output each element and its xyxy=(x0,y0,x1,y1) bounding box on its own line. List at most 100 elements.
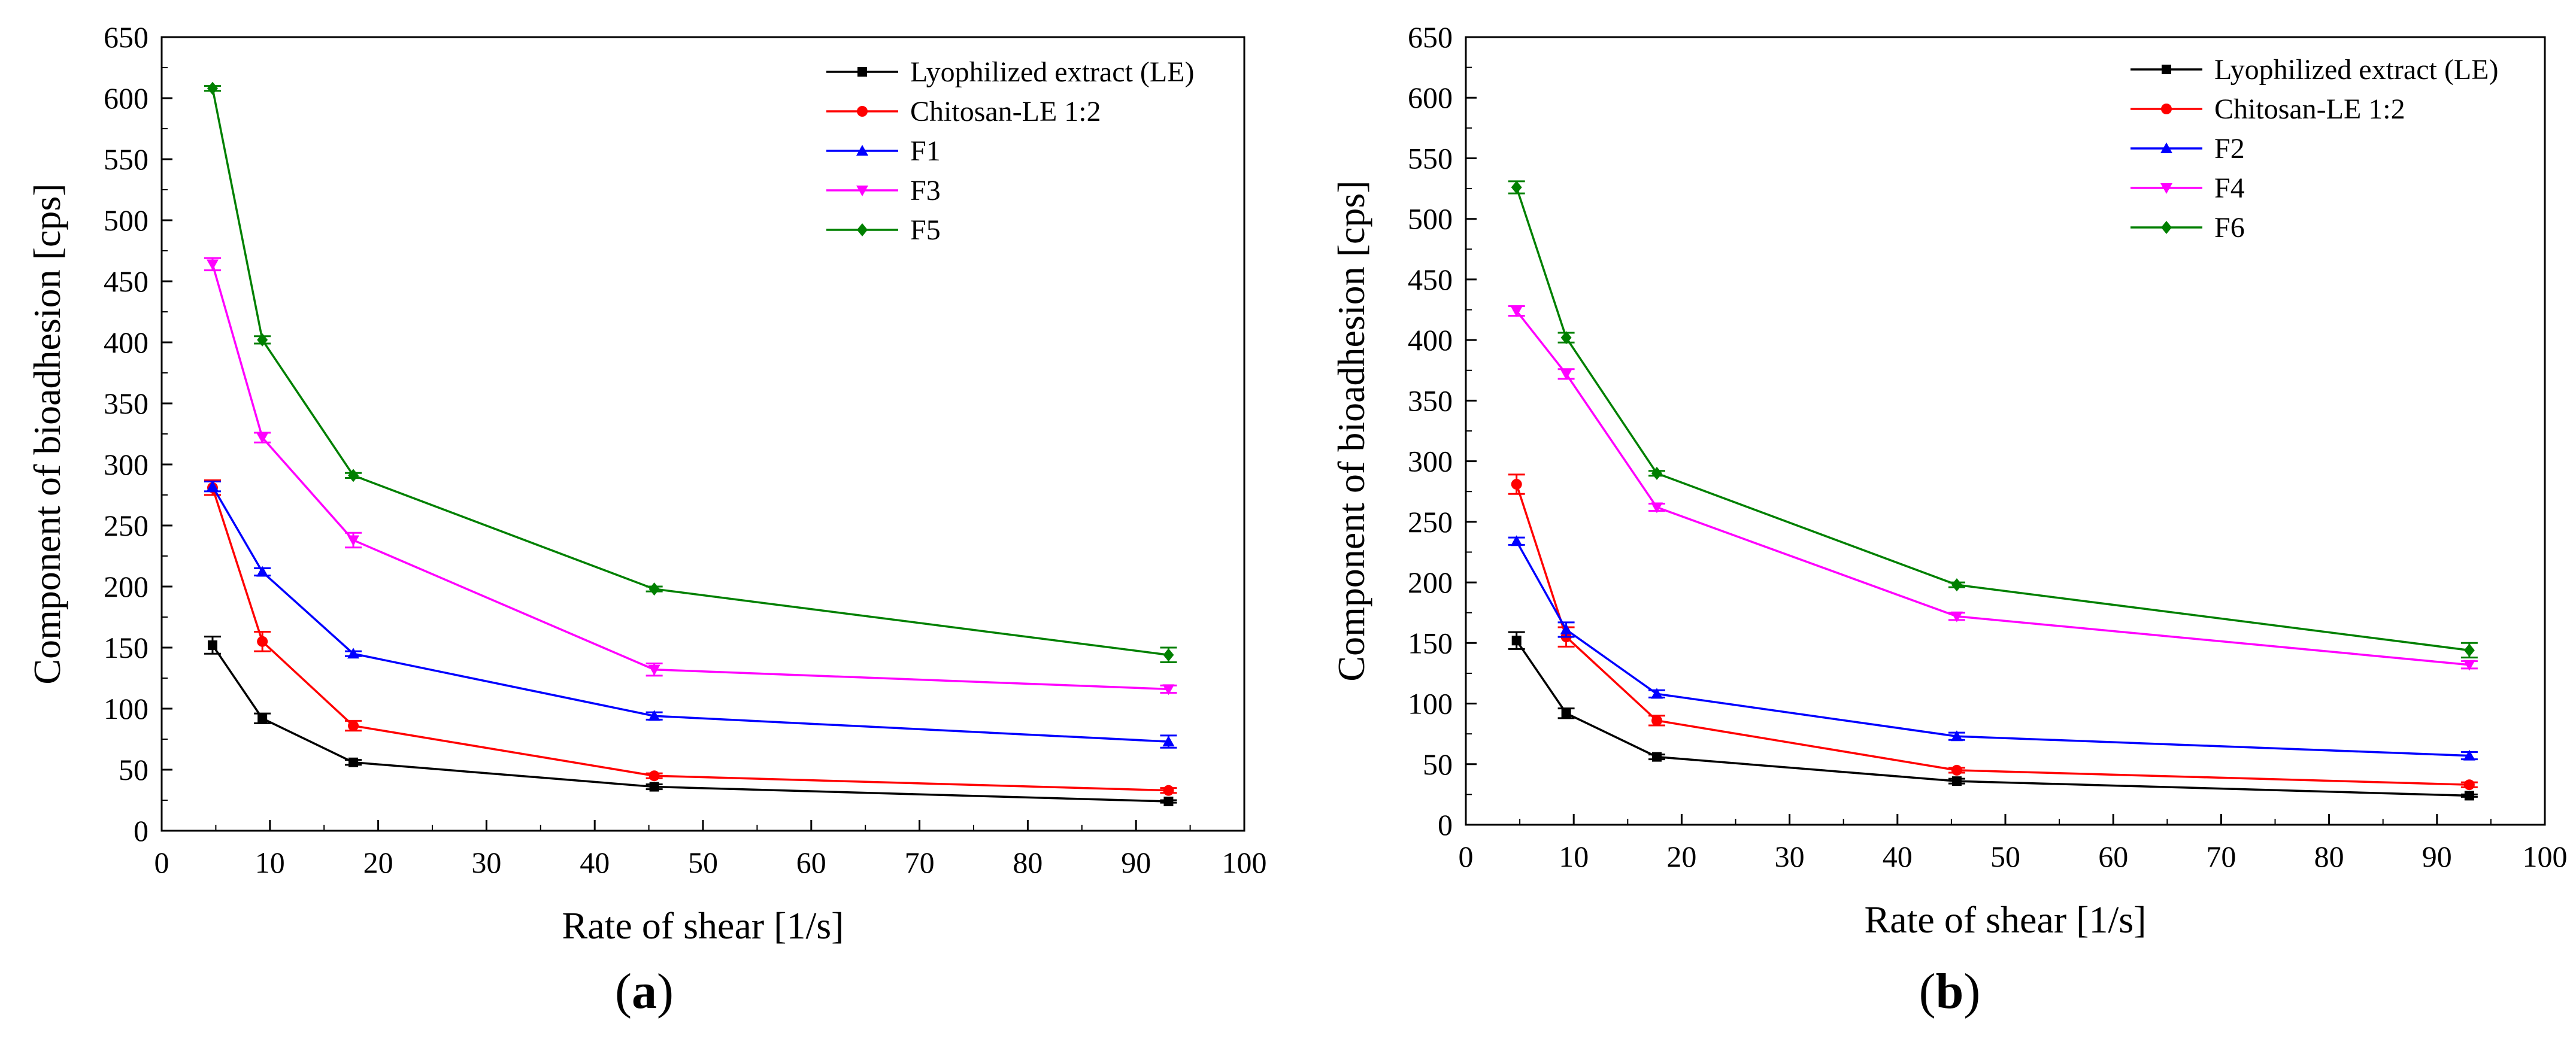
x-axis-label: Rate of shear [1/s] xyxy=(1865,898,2147,941)
data-point xyxy=(1511,479,1522,490)
legend-marker xyxy=(857,67,867,77)
data-point xyxy=(1950,730,1963,742)
legend-marker xyxy=(2162,65,2171,74)
legend-entry: F1 xyxy=(826,135,941,167)
series-f2 xyxy=(1508,535,2478,761)
y-tick-label: 250 xyxy=(1408,505,1453,539)
series-line xyxy=(211,88,1169,656)
data-point xyxy=(2463,749,2475,761)
y-tick-label: 300 xyxy=(1408,445,1453,478)
series-f3 xyxy=(204,257,1177,695)
y-tick-label: 150 xyxy=(1408,626,1453,660)
data-point xyxy=(648,710,660,721)
series-lyophilized-extract-le- xyxy=(204,636,1177,807)
x-tick-label: 30 xyxy=(471,846,501,879)
y-tick-label: 350 xyxy=(104,387,149,420)
series-f1 xyxy=(204,480,1177,749)
x-tick-label: 0 xyxy=(1459,840,1474,873)
data-point xyxy=(256,566,269,577)
y-tick-label: 500 xyxy=(1408,202,1453,236)
legend-entry: Chitosan-LE 1:2 xyxy=(826,96,1101,127)
legend-label: Chitosan-LE 1:2 xyxy=(910,96,1101,127)
data-point xyxy=(347,648,360,659)
data-point xyxy=(1561,708,1571,718)
data-point xyxy=(207,640,217,650)
legend-label: F4 xyxy=(2214,172,2245,204)
data-point xyxy=(648,582,660,596)
data-point xyxy=(1560,331,1572,345)
x-tick-label: 40 xyxy=(580,846,610,879)
y-tick-label: 150 xyxy=(104,631,149,664)
series-f4 xyxy=(1508,305,2478,671)
legend-label: F2 xyxy=(2214,133,2245,165)
legend-label: F6 xyxy=(2214,212,2245,244)
legend-label: F5 xyxy=(910,214,941,246)
y-tick-label: 450 xyxy=(1408,263,1453,296)
x-tick-label: 80 xyxy=(1013,846,1042,879)
data-point xyxy=(1162,684,1175,695)
series-lyophilized-extract-le- xyxy=(1508,631,2478,801)
legend-entry: F2 xyxy=(2130,133,2245,165)
data-point xyxy=(648,664,660,676)
y-tick-label: 50 xyxy=(119,753,149,786)
y-tick-label: 600 xyxy=(1408,81,1453,114)
data-point xyxy=(2463,779,2475,791)
x-tick-label: 100 xyxy=(1222,846,1267,879)
x-tick-label: 50 xyxy=(1990,840,2020,873)
data-point xyxy=(1162,736,1175,747)
data-point xyxy=(1510,306,1523,317)
x-tick-label: 30 xyxy=(1775,840,1805,873)
series-f5 xyxy=(204,81,1177,663)
data-point xyxy=(1651,752,1662,762)
legend-entry: Lyophilized extract (LE) xyxy=(826,56,1194,88)
data-point xyxy=(257,636,268,647)
y-tick-label: 650 xyxy=(104,20,149,54)
legend-label: F1 xyxy=(910,135,941,167)
y-tick-label: 400 xyxy=(104,326,149,359)
data-point xyxy=(1651,715,1662,726)
legend-label: Chitosan-LE 1:2 xyxy=(2214,93,2405,125)
data-point xyxy=(1511,181,1522,195)
y-axis-label: Component of bioadhesion [cps] xyxy=(1330,180,1372,681)
series-line xyxy=(1516,484,2469,786)
x-tick-label: 20 xyxy=(1666,840,1696,873)
legend-label: Lyophilized extract (LE) xyxy=(2214,54,2498,86)
data-point xyxy=(1951,764,1962,776)
x-tick-label: 40 xyxy=(1883,840,1913,873)
y-tick-label: 450 xyxy=(104,265,149,298)
panel-label-b: (b) xyxy=(1919,964,1981,1019)
x-tick-label: 50 xyxy=(688,846,718,879)
data-point xyxy=(2463,643,2475,657)
x-tick-label: 90 xyxy=(2422,840,2452,873)
x-tick-label: 80 xyxy=(2314,840,2344,873)
data-point xyxy=(206,480,219,491)
data-point xyxy=(1560,624,1572,635)
y-tick-label: 100 xyxy=(1408,687,1453,721)
x-tick-label: 70 xyxy=(2206,840,2236,873)
y-tick-label: 100 xyxy=(104,692,149,725)
data-point xyxy=(206,259,219,271)
data-point xyxy=(1163,797,1174,807)
x-tick-label: 10 xyxy=(1559,840,1589,873)
legend-entry: F6 xyxy=(2130,212,2245,244)
x-tick-label: 90 xyxy=(1121,846,1151,879)
data-point xyxy=(648,770,660,782)
data-point xyxy=(348,720,359,731)
legend-entry: Lyophilized extract (LE) xyxy=(2130,54,2498,86)
data-point xyxy=(1951,578,1962,592)
series-f6 xyxy=(1508,180,2478,659)
data-point xyxy=(1651,466,1662,480)
data-point xyxy=(649,782,659,792)
chart-panel-a: 0 10 20 30 40 50 60 70 80 90 100 0 50 100 150 200 250 300… xyxy=(26,20,1267,947)
data-point xyxy=(1650,688,1663,699)
y-tick-label: 0 xyxy=(134,814,149,847)
y-tick-label: 200 xyxy=(1408,566,1453,599)
x-tick-label: 60 xyxy=(796,846,826,879)
data-point xyxy=(1950,611,1963,622)
y-tick-label: 200 xyxy=(104,570,149,603)
x-tick-label: 100 xyxy=(2523,840,2568,873)
x-tick-label: 0 xyxy=(154,846,169,879)
data-point xyxy=(257,713,268,724)
series-line xyxy=(1516,187,2470,652)
